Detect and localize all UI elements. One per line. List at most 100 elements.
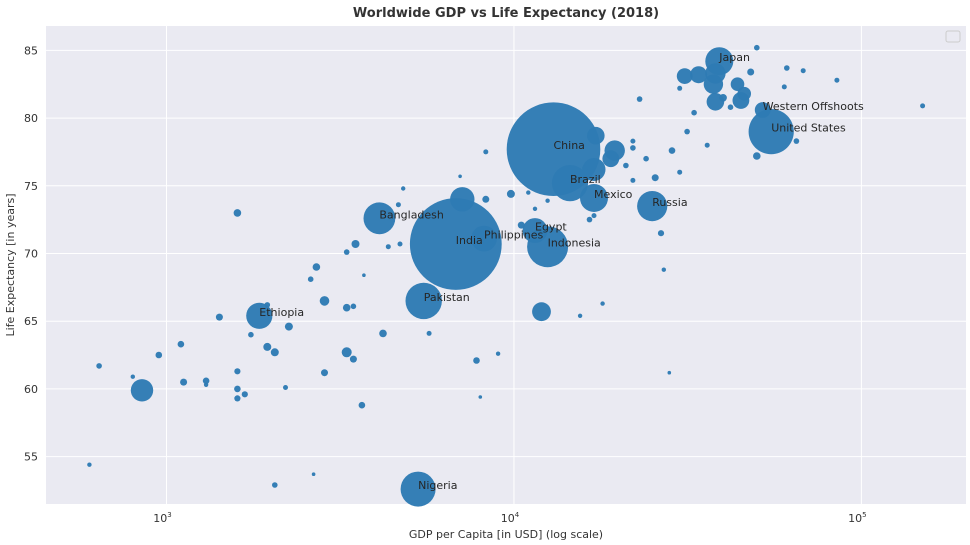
y-tick-label: 65 bbox=[24, 315, 38, 328]
data-point bbox=[676, 68, 693, 84]
y-tick-label: 60 bbox=[24, 383, 38, 396]
data-point bbox=[234, 385, 241, 393]
data-point bbox=[784, 65, 790, 71]
data-point bbox=[130, 379, 154, 402]
data-point bbox=[215, 313, 223, 321]
data-point bbox=[483, 149, 489, 155]
data-point bbox=[781, 84, 787, 90]
data-point bbox=[834, 77, 840, 83]
data-point bbox=[321, 369, 328, 377]
data-point bbox=[661, 267, 666, 272]
y-tick-label: 75 bbox=[24, 180, 38, 193]
data-point bbox=[506, 189, 515, 198]
data-point bbox=[651, 174, 659, 182]
data-point bbox=[401, 186, 406, 191]
point-label: Philippines bbox=[484, 229, 544, 242]
data-point bbox=[526, 190, 531, 195]
data-point bbox=[657, 230, 665, 237]
data-point bbox=[532, 302, 551, 322]
point-label: Nigeria bbox=[418, 479, 457, 492]
data-point bbox=[623, 162, 629, 169]
data-point bbox=[551, 165, 589, 202]
data-point bbox=[690, 66, 708, 84]
data-point bbox=[385, 244, 391, 250]
data-point bbox=[473, 357, 480, 364]
data-point bbox=[577, 313, 583, 318]
data-point bbox=[343, 249, 350, 255]
data-point bbox=[349, 355, 357, 363]
grid-lines bbox=[46, 26, 966, 504]
data-point bbox=[719, 94, 727, 102]
point-label: Japan bbox=[718, 51, 750, 64]
data-point bbox=[636, 96, 643, 102]
data-point bbox=[587, 126, 605, 145]
data-point bbox=[630, 177, 636, 183]
data-point bbox=[363, 202, 396, 235]
point-label: Mexico bbox=[594, 188, 633, 201]
data-point bbox=[400, 471, 436, 507]
x-tick-label: 105 bbox=[848, 511, 866, 525]
data-point bbox=[517, 221, 525, 229]
data-point bbox=[311, 472, 316, 477]
data-point bbox=[312, 263, 321, 271]
plot-area bbox=[46, 26, 966, 504]
data-point bbox=[630, 138, 636, 144]
data-point bbox=[233, 209, 242, 217]
data-point bbox=[667, 370, 672, 375]
point-label: India bbox=[456, 234, 483, 247]
data-point bbox=[319, 296, 330, 306]
data-point bbox=[248, 331, 254, 338]
data-point bbox=[800, 68, 806, 74]
data-point bbox=[684, 128, 690, 135]
data-point bbox=[234, 395, 241, 402]
data-point bbox=[748, 109, 794, 155]
x-axis-label: GDP per Capita [in USD] (log scale) bbox=[409, 528, 603, 541]
y-tick-label: 85 bbox=[24, 44, 38, 57]
data-point bbox=[600, 301, 605, 306]
x-tick-label: 103 bbox=[153, 511, 171, 525]
data-point bbox=[920, 103, 926, 109]
data-point bbox=[241, 391, 248, 398]
data-point bbox=[754, 102, 771, 118]
point-label: United States bbox=[771, 122, 846, 135]
data-point bbox=[263, 342, 272, 351]
data-point bbox=[342, 303, 351, 312]
data-point bbox=[409, 198, 502, 290]
data-point bbox=[691, 109, 697, 116]
data-point bbox=[87, 462, 92, 467]
data-point bbox=[358, 401, 366, 409]
data-point bbox=[130, 374, 135, 379]
data-point bbox=[471, 225, 497, 252]
point-label: Brazil bbox=[570, 173, 601, 186]
point-label: Bangladesh bbox=[379, 208, 444, 221]
data-point bbox=[495, 351, 501, 356]
point-label: Ethiopia bbox=[259, 306, 304, 319]
data-point bbox=[591, 213, 597, 219]
point-label: Indonesia bbox=[548, 237, 601, 250]
data-point bbox=[362, 273, 366, 278]
data-point bbox=[727, 104, 734, 110]
data-point bbox=[582, 165, 588, 171]
data-point bbox=[482, 195, 490, 203]
data-point bbox=[545, 198, 550, 203]
data-point bbox=[643, 155, 649, 162]
data-point bbox=[532, 206, 538, 211]
axis-ticks: 55 60 65 70 75 80 85 103 104 105 bbox=[24, 44, 867, 525]
y-tick-label: 80 bbox=[24, 112, 38, 125]
data-point bbox=[234, 368, 241, 375]
point-label: Pakistan bbox=[424, 291, 470, 304]
point-annotations: China India United States Indonesia Pakistan… bbox=[259, 51, 864, 492]
data-point bbox=[793, 138, 800, 144]
data-point bbox=[96, 363, 102, 369]
data-point bbox=[630, 145, 636, 151]
data-point bbox=[426, 330, 432, 336]
data-point bbox=[580, 184, 608, 212]
data-point bbox=[283, 385, 288, 390]
data-point bbox=[341, 347, 352, 358]
data-point bbox=[582, 158, 606, 181]
y-tick-label: 55 bbox=[24, 451, 38, 464]
data-point bbox=[522, 218, 548, 243]
data-point bbox=[395, 202, 401, 208]
data-point bbox=[637, 191, 668, 222]
